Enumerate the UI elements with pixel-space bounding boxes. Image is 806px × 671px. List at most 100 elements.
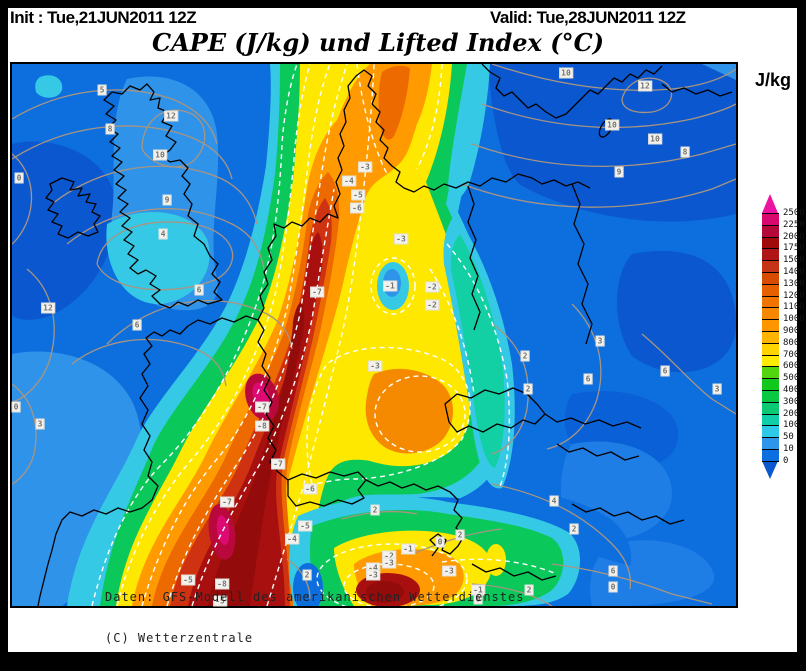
li-label-negative: -4: [285, 533, 299, 545]
colorbar-tick-label: 1750: [783, 243, 805, 254]
li-label-positive: 10: [648, 133, 662, 145]
li-label-positive: 12: [164, 110, 178, 122]
colorbar-bottom-tick: [762, 460, 779, 462]
colorbar-tick-label: 400: [783, 385, 800, 395]
valid-time-label: Valid: Tue,28JUN2011 12Z: [490, 8, 686, 27]
li-label-positive: 2: [302, 569, 312, 581]
li-label-positive: 0: [435, 536, 445, 548]
li-label-positive: 4: [158, 228, 168, 240]
colorbar-cell: [762, 224, 779, 237]
li-label-negative: -3: [394, 233, 408, 245]
li-label-positive: 2: [370, 504, 380, 516]
colorbar-cell: [762, 307, 779, 320]
li-label-positive: 8: [105, 123, 115, 135]
colorbar-tick-label: 100: [783, 420, 800, 431]
li-label-negative: -7: [310, 286, 324, 298]
bulge-orange: [365, 368, 453, 454]
dark-blue-regions: [12, 64, 736, 468]
li-label-negative: -5: [181, 574, 195, 586]
band-core: [208, 302, 305, 606]
li-label-negative: -5: [298, 520, 312, 532]
cape-colorbar: 2500 2250 2000 1750 1500 1400 1300 1200 1100 1000…: [762, 186, 805, 486]
li-label-positive: 10: [559, 67, 573, 79]
colorbar-tick-label: 800: [783, 337, 800, 348]
li-label-positive: 6: [132, 319, 142, 331]
colorbar-tick-label: 2500: [783, 208, 805, 218]
colorbar-cell: [762, 425, 779, 438]
li-label-positive: 6: [194, 284, 204, 296]
li-label-negative: -1: [401, 543, 415, 555]
li-label-positive: 9: [162, 194, 172, 206]
li-label-positive: 9: [614, 166, 624, 178]
footer-source-line: Daten: GFS-Modell des amerikanischen Wet…: [105, 590, 525, 604]
colorbar-tick-label: 1200: [783, 290, 805, 301]
li-contours-negative: [91, 64, 558, 606]
colorbar-cell: [762, 283, 779, 296]
li-label-positive: 2: [520, 350, 530, 362]
li-label-positive: 0: [14, 172, 24, 184]
colorbar-cell: [762, 401, 779, 414]
init-time-label: Init : Tue,21JUN2011 12Z: [10, 8, 197, 27]
li-label-positive: 6: [583, 373, 593, 385]
li-label-negative: -3: [382, 557, 396, 569]
li-label-negative: -8: [215, 578, 229, 590]
map-title: CAPE (J/kg) und Lifted Index (°C): [151, 28, 605, 57]
colorbar-cell: [762, 248, 779, 261]
colorbar-tick-label: 1300: [783, 278, 805, 289]
colorbar-arrow-bottom: [762, 460, 778, 479]
li-label-negative: -5: [213, 595, 227, 607]
colorbar-cell: [762, 449, 779, 461]
li-label-positive: 10: [153, 149, 167, 161]
colorbar-cell: [762, 331, 779, 343]
colorbar-cell: [762, 319, 779, 331]
li-label-positive: 6: [608, 565, 618, 577]
colorbar-tick-label: 2250: [783, 219, 805, 230]
li-label-negative: -7: [271, 458, 285, 470]
li-label-negative: -6: [350, 202, 364, 214]
colorbar-tick-label: 0: [783, 455, 789, 466]
li-label-positive: 3: [595, 335, 605, 347]
li-label-negative: -7: [255, 401, 269, 413]
li-label-positive: 2: [524, 584, 534, 596]
li-label-negative: -7: [220, 496, 234, 508]
li-label-positive: 10: [605, 119, 619, 131]
li-label-positive: 5: [97, 84, 107, 96]
li-label-negative: -4: [342, 175, 356, 187]
coastlines: [37, 64, 733, 606]
colorbar-cell: [762, 295, 779, 308]
li-label-negative: -6: [303, 483, 317, 495]
colorbar-tick-label: 600: [783, 361, 800, 372]
colorbar-cell: [762, 236, 779, 249]
footer-copyright-line: (C) Wetterzentrale: [105, 630, 254, 645]
li-label-positive: 2: [523, 383, 533, 395]
colorbar-cell: [762, 272, 779, 284]
colorbar-tick-label: 300: [783, 396, 800, 407]
li-label-negative: -3: [442, 565, 456, 577]
colorbar-tick-label: 1100: [783, 302, 805, 313]
li-label-positive: 3: [712, 383, 722, 395]
li-label-negative: -3: [358, 161, 372, 173]
colorbar-cell: [762, 378, 779, 390]
li-label-positive: 4: [549, 495, 559, 507]
li-label-positive: 2: [455, 529, 465, 541]
southeast-tongue: [443, 64, 515, 489]
colorbar-cell: [762, 342, 779, 355]
li-label-positive: 3: [35, 418, 45, 430]
li-label-negative: -3: [366, 569, 380, 581]
colorbar-cell: [762, 260, 779, 272]
li-label-positive: 8: [680, 146, 690, 158]
italy-cape-system: [289, 496, 580, 606]
page-background: Init : Tue,21JUN2011 12Z Valid: Tue,28JU…: [8, 8, 805, 652]
colorbar-cell: [762, 354, 779, 367]
colorbar-cell: [762, 213, 779, 225]
colorbar-cell: [762, 437, 779, 449]
colorbar-tick-label: 1500: [783, 255, 805, 266]
li-contours-positive: [12, 64, 736, 606]
li-label-negative: -1: [383, 280, 397, 292]
cape-map: 5 12 8 10 0 9 4 6 12 6 0 3 10 12 10 10 8 9 3 2 6 6 2 3 2 4 2 2 0 2 2 6 0…: [10, 62, 738, 608]
colorbar-tick-label: 2000: [783, 231, 805, 242]
legend-unit-label: J/kg: [755, 70, 792, 90]
li-label-negative: -2: [425, 299, 439, 311]
li-label-negative: 0: [473, 593, 483, 605]
